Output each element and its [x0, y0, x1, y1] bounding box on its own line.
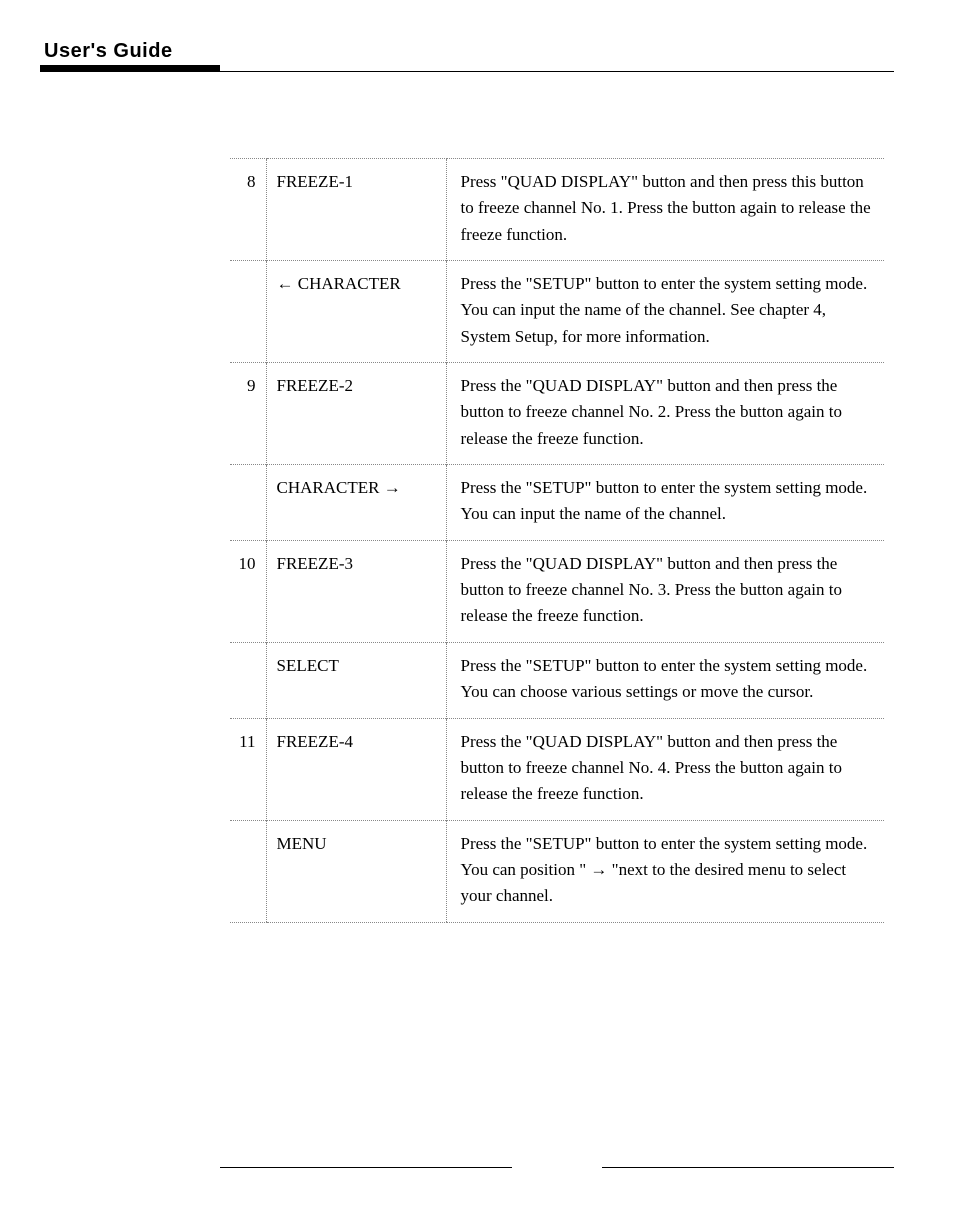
table-row: SELECT Press the "SETUP" button to enter… [230, 642, 884, 718]
footer-rule-right [602, 1167, 894, 1168]
table-row: 9 FREEZE-2 Press the "QUAD DISPLAY" butt… [230, 363, 884, 465]
button-label: FREEZE-1 [266, 159, 446, 261]
button-label: MENU [266, 820, 446, 922]
row-number: 11 [230, 718, 266, 820]
description: Press the "SETUP" button to enter the sy… [446, 261, 884, 363]
description: Press the "QUAD DISPLAY" button and then… [446, 363, 884, 465]
button-label: CHARACTER → [266, 465, 446, 541]
button-label: FREEZE-4 [266, 718, 446, 820]
description: Press the "SETUP" button to enter the sy… [446, 642, 884, 718]
row-number [230, 820, 266, 922]
row-number: 9 [230, 363, 266, 465]
table-row: CHARACTER → Press the "SETUP" button to … [230, 465, 884, 541]
row-number: 8 [230, 159, 266, 261]
footer-rule-left [220, 1167, 512, 1168]
description: Press the "SETUP" button to enter the sy… [446, 465, 884, 541]
description: Press "QUAD DISPLAY" button and then pre… [446, 159, 884, 261]
button-label: ← CHARACTER [266, 261, 446, 363]
table-row: 8 FREEZE-1 Press "QUAD DISPLAY" button a… [230, 159, 884, 261]
reference-table: 8 FREEZE-1 Press "QUAD DISPLAY" button a… [230, 158, 884, 923]
table-row: ← CHARACTER Press the "SETUP" button to … [230, 261, 884, 363]
row-number [230, 642, 266, 718]
description: Press the "QUAD DISPLAY" button and then… [446, 718, 884, 820]
row-number: 10 [230, 540, 266, 642]
table-body: 8 FREEZE-1 Press "QUAD DISPLAY" button a… [230, 159, 884, 923]
button-label: SELECT [266, 642, 446, 718]
row-number [230, 465, 266, 541]
header-rule [40, 71, 894, 72]
page-footer [40, 1167, 894, 1168]
content-area: 8 FREEZE-1 Press "QUAD DISPLAY" button a… [230, 158, 884, 923]
description: Press the "SETUP" button to enter the sy… [446, 820, 884, 922]
button-label: FREEZE-2 [266, 363, 446, 465]
page-header: User's Guide [40, 40, 894, 78]
table-row: 10 FREEZE-3 Press the "QUAD DISPLAY" but… [230, 540, 884, 642]
row-number [230, 261, 266, 363]
guide-title: User's Guide [40, 40, 894, 63]
button-label: FREEZE-3 [266, 540, 446, 642]
table-row: MENU Press the "SETUP" button to enter t… [230, 820, 884, 922]
table-row: 11 FREEZE-4 Press the "QUAD DISPLAY" but… [230, 718, 884, 820]
description: Press the "QUAD DISPLAY" button and then… [446, 540, 884, 642]
